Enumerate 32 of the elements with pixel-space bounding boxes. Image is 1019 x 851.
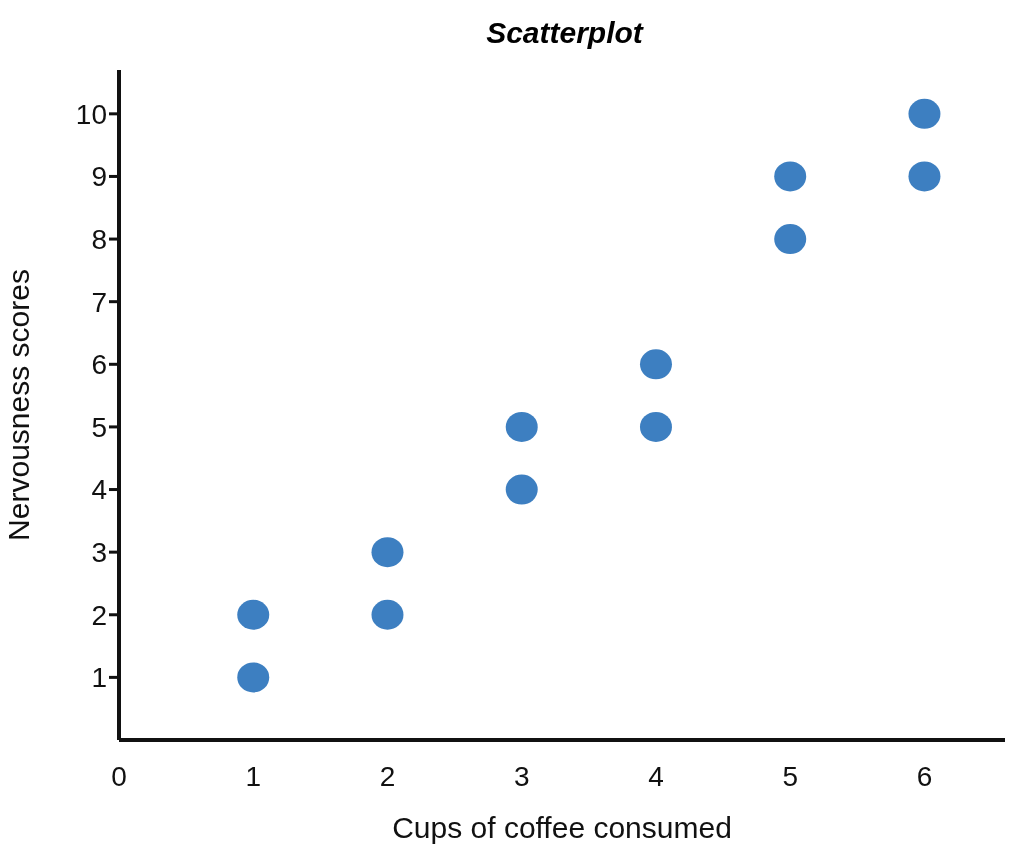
y-tick-label: 1 <box>91 662 107 694</box>
x-tick-label: 4 <box>648 760 664 792</box>
y-tick-label: 6 <box>91 349 107 381</box>
x-tick-label: 1 <box>245 760 262 792</box>
y-tick-label: 9 <box>91 161 107 193</box>
point <box>505 474 538 505</box>
point <box>371 537 404 568</box>
y-tick-label: 3 <box>91 537 107 569</box>
y-tick-label: 4 <box>91 474 107 506</box>
chart-title: Scatterplot <box>485 15 645 51</box>
x-tick-label: 6 <box>916 760 933 792</box>
x-tick-label: 3 <box>513 760 530 792</box>
x-tick-label: 5 <box>782 760 798 792</box>
point <box>639 411 672 442</box>
x-axis-title: Cups of coffee consumed <box>392 811 732 844</box>
point <box>908 98 941 129</box>
y-tick-label: 10 <box>75 98 107 130</box>
y-tick-label: 2 <box>91 599 107 631</box>
point <box>237 662 270 693</box>
point <box>639 349 672 380</box>
point <box>237 599 270 630</box>
point <box>774 224 807 255</box>
y-tick-label: 7 <box>91 286 107 318</box>
x-tick-label: 2 <box>379 760 396 792</box>
point <box>505 411 538 442</box>
point <box>774 161 807 192</box>
x-tick-label: 0 <box>111 760 127 792</box>
y-tick-label: 8 <box>91 224 107 256</box>
y-tick-label: 5 <box>91 411 107 443</box>
y-axis-title: Nervousness scores <box>1 269 35 541</box>
point <box>371 599 404 630</box>
point <box>908 161 941 192</box>
